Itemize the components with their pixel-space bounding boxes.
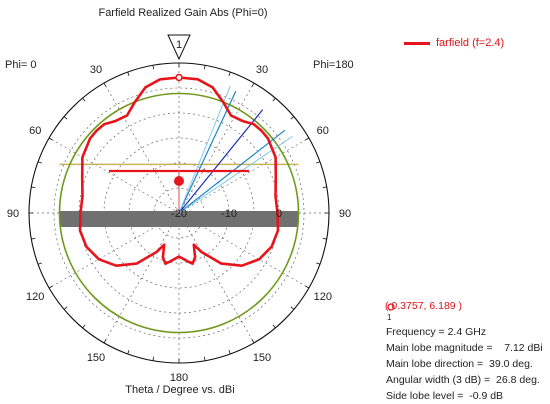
- sidelobe-band: [59, 211, 299, 227]
- marker-readout-index: 1: [387, 313, 392, 322]
- outer-tick: [82, 97, 86, 102]
- outer-tick: [37, 262, 42, 265]
- beamwidth-line: [178, 85, 231, 214]
- summary-row: Main lobe magnitude = 7.12 dBi: [386, 340, 543, 356]
- series-layer: [78, 76, 280, 267]
- outer-tick: [37, 161, 42, 164]
- reference-circle: [58, 92, 300, 334]
- main-lobe-direction-line: [178, 109, 264, 214]
- angle-tick-label: 150: [253, 352, 271, 364]
- outer-tick: [103, 82, 107, 87]
- summary-label: Main lobe magnitude =: [386, 342, 493, 354]
- x-axis-label: Theta / Degree vs. dBi: [125, 384, 234, 396]
- marker-readout: ( 0.3757, 6.189 ): [385, 300, 462, 312]
- angle-tick-label: 90: [339, 208, 351, 220]
- outer-tick: [251, 339, 255, 344]
- outer-tick: [152, 65, 155, 70]
- outer-tick: [48, 137, 53, 141]
- tick-labels: -20 -10 0 30 60 90 120 150 180 30 60 90 120 150: [7, 64, 351, 384]
- chart-title: Farfield Realized Gain Abs (Phi=0): [98, 7, 267, 19]
- angle-tick-label: 120: [26, 291, 44, 303]
- main-lobe-marker-triangle: [167, 34, 191, 61]
- outer-tick: [103, 339, 107, 344]
- outer-tick: [203, 65, 206, 70]
- outer-tick: [63, 116, 68, 120]
- outer-tick: [305, 137, 310, 141]
- outer-tick: [31, 237, 36, 240]
- outer-tick: [63, 306, 68, 310]
- angle-tick-label: 120: [314, 291, 332, 303]
- summary-value: 26.8 deg.: [496, 374, 540, 386]
- outer-tick: [305, 285, 310, 289]
- sidelobe-marker-dot: [174, 176, 184, 186]
- summary-value: 39.0 deg.: [489, 358, 533, 370]
- grid-spoke: [178, 137, 310, 214]
- readout-marker-glyph: [387, 303, 395, 311]
- grid-spoke: [178, 212, 255, 344]
- radial-tick-label: -20: [171, 208, 187, 220]
- outer-tick: [272, 324, 276, 329]
- marker-layer: 1: [167, 34, 395, 311]
- phi-left-label: Phi= 0: [5, 59, 37, 71]
- summary-label: Frequency = 2.4 GHz: [386, 326, 487, 338]
- legend-label: farfield (f=2.4): [436, 37, 505, 49]
- summary-panel: Frequency = 2.4 GHz Main lobe magnitude …: [386, 324, 543, 404]
- grid-spoke: [103, 82, 180, 214]
- summary-row: Side lobe level = -0.9 dB: [386, 388, 543, 404]
- angle-tick-label: 60: [29, 125, 41, 137]
- angle-tick-label: 90: [7, 208, 19, 220]
- grid-spoke: [48, 137, 180, 214]
- legend: farfield (f=2.4): [404, 37, 504, 49]
- summary-label: Main lobe direction =: [386, 358, 484, 370]
- summary-row: Frequency = 2.4 GHz: [386, 324, 543, 340]
- outer-tick: [272, 97, 276, 102]
- outer-tick: [203, 356, 206, 361]
- outer-tick: [322, 237, 327, 240]
- outer-tick: [316, 161, 321, 164]
- outer-tick: [127, 71, 130, 76]
- main-lobe-point: [175, 73, 183, 82]
- angle-tick-label: 30: [90, 64, 102, 76]
- main-lobe-marker-label: 1: [176, 39, 182, 51]
- summary-label: Side lobe level =: [386, 390, 464, 402]
- angle-tick-label: 60: [317, 125, 329, 137]
- beamwidth-line: [178, 90, 237, 214]
- outer-tick: [48, 285, 53, 289]
- outer-tick: [127, 350, 130, 355]
- legend-swatch: [404, 41, 430, 45]
- angle-tick-label: 180: [170, 372, 188, 384]
- summary-label: Angular width (3 dB) =: [386, 374, 491, 386]
- grid-spoke: [103, 212, 180, 344]
- angle-tick-label: 30: [256, 64, 268, 76]
- summary-value: 7.12 dBi: [504, 342, 543, 354]
- outer-tick: [322, 186, 327, 189]
- summary-value: -0.9 dB: [469, 390, 504, 402]
- marker-readout-value: ( 0.3757, 6.189 ): [385, 300, 463, 312]
- outer-tick: [228, 71, 231, 76]
- radial-tick-label: 0: [276, 208, 282, 220]
- outer-tick: [290, 306, 295, 310]
- reference-overlays: [58, 85, 300, 334]
- outer-tick: [290, 116, 295, 120]
- phi-right-label: Phi=180: [313, 59, 354, 71]
- outer-tick: [31, 186, 36, 189]
- outer-tick: [228, 350, 231, 355]
- grid-spoke: [178, 82, 255, 214]
- summary-row: Angular width (3 dB) = 26.8 deg.: [386, 372, 543, 388]
- outer-tick: [82, 324, 86, 329]
- outer-tick: [251, 82, 255, 87]
- summary-row: Main lobe direction = 39.0 deg.: [386, 356, 543, 372]
- angle-tick-label: 150: [87, 352, 105, 364]
- radial-tick-label: -10: [221, 208, 237, 220]
- outer-tick: [152, 356, 155, 361]
- outer-tick: [316, 262, 321, 265]
